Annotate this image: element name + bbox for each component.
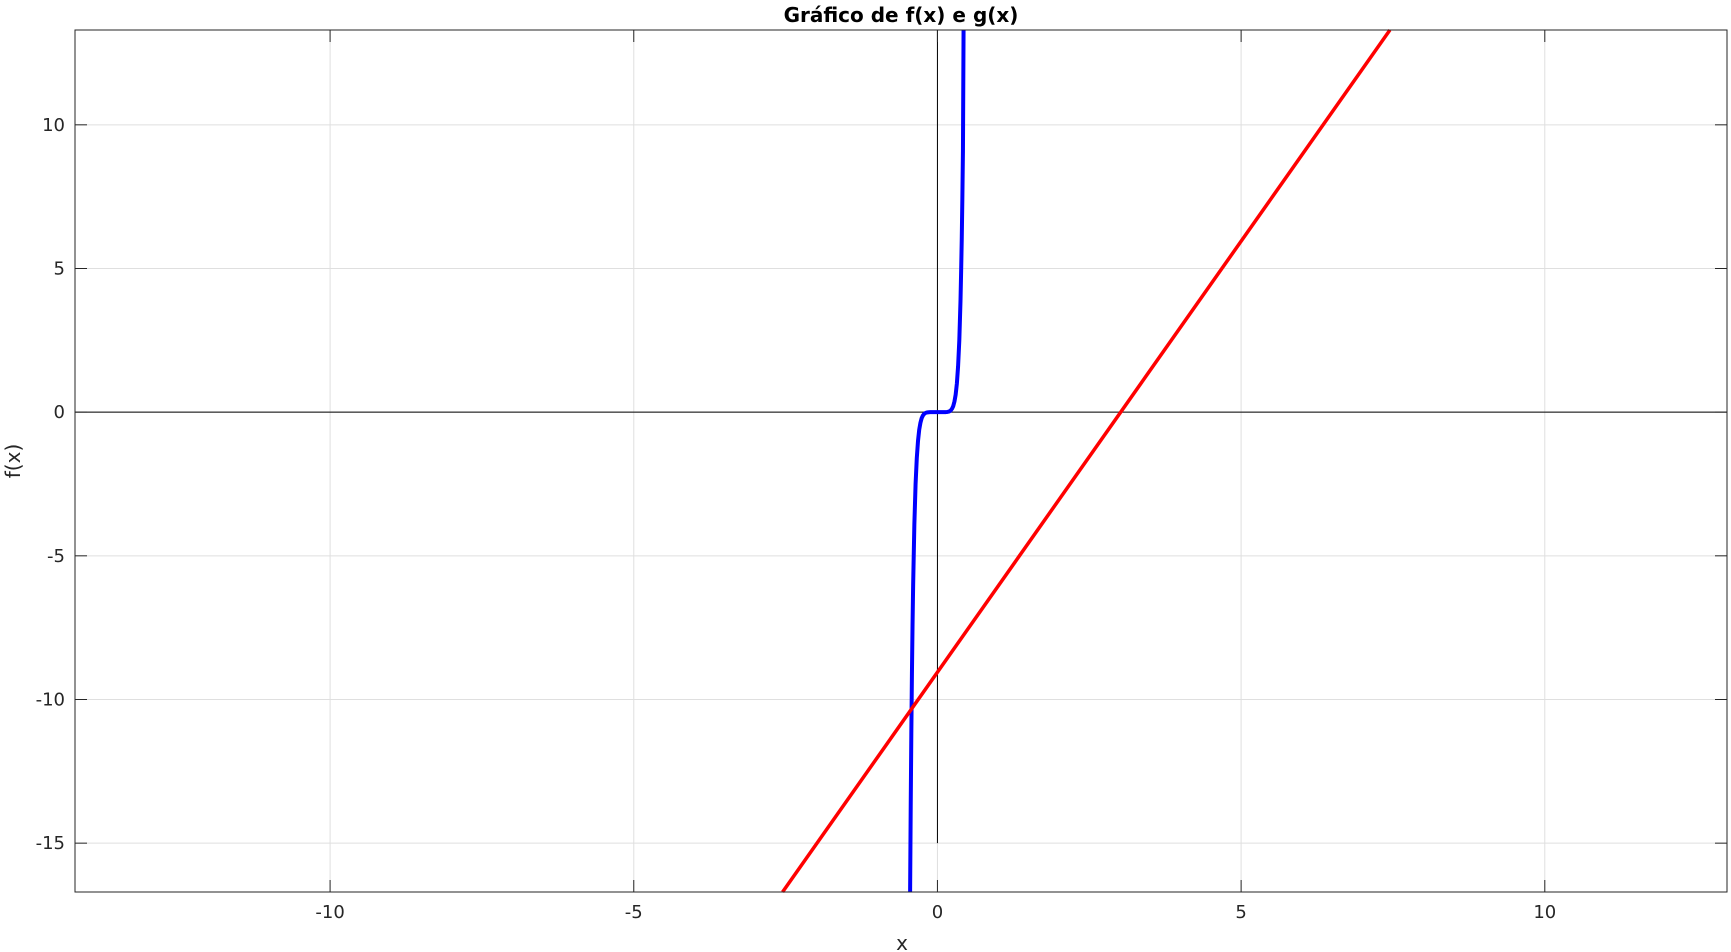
y-tick-label: 10 <box>42 115 65 136</box>
y-tick-label: 5 <box>54 258 65 279</box>
y-axis-label: f(x) <box>1 444 25 478</box>
y-tick-labels: -15 -10 -5 0 5 10 <box>36 115 65 854</box>
reference-lines <box>75 30 1727 844</box>
ticks <box>75 30 1727 892</box>
y-tick-label: -5 <box>47 546 65 567</box>
x-tick-labels: -10 -5 0 5 10 <box>315 902 1556 923</box>
x-tick-label: -5 <box>625 902 643 923</box>
plot-area <box>75 30 1727 892</box>
x-tick-label: -10 <box>315 902 344 923</box>
series-layer <box>781 28 1392 894</box>
x-axis-label: x <box>896 931 908 952</box>
y-tick-label: -15 <box>36 833 65 854</box>
x-tick-label: 0 <box>932 902 943 923</box>
x-tick-label: 10 <box>1533 902 1556 923</box>
series-line-1 <box>908 29 966 893</box>
chart-title: Gráfico de f(x) e g(x) <box>784 3 1019 27</box>
series-line-2 <box>781 28 1392 894</box>
x-tick-label: 5 <box>1235 902 1246 923</box>
plot-frame <box>74 29 1728 893</box>
y-tick-label: -10 <box>36 689 65 710</box>
y-tick-label: 0 <box>54 402 65 423</box>
